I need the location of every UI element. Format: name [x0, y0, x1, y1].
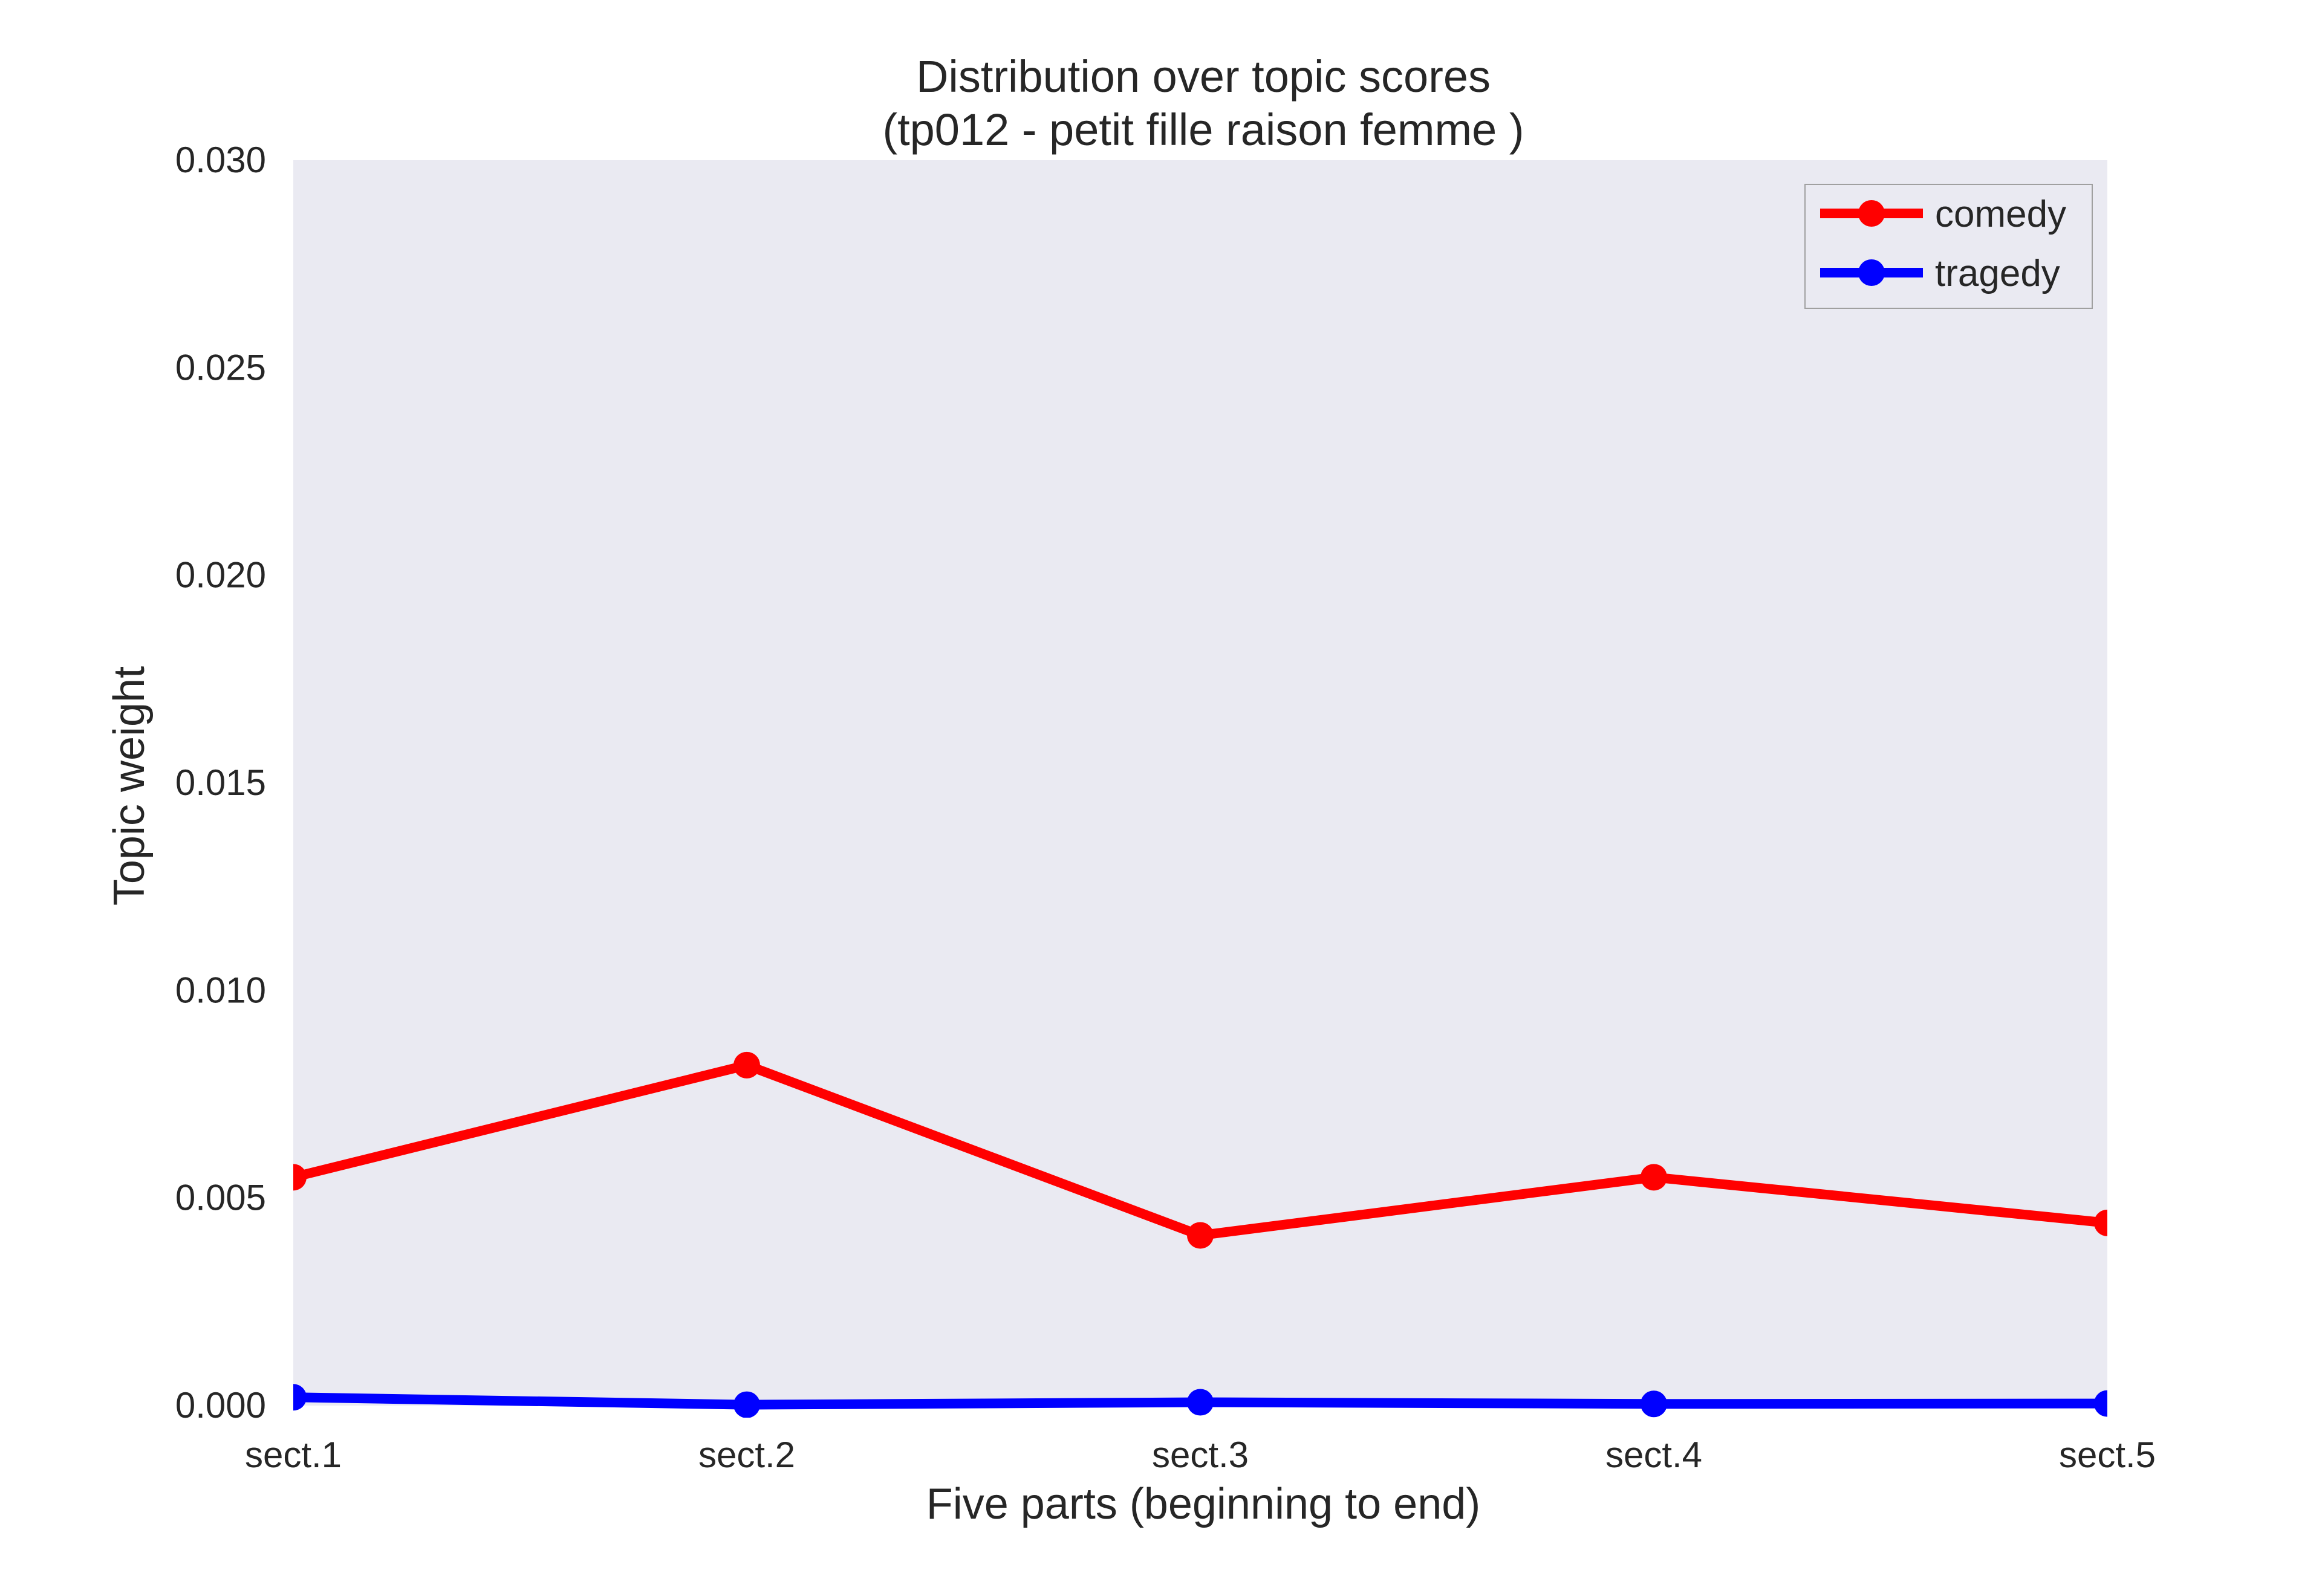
chart-subtitle: (tp012 - petit fille raison femme ) [882, 105, 1524, 155]
x-tick-label: sect.5 [2059, 1435, 2156, 1475]
x-axis-ticks: sect.1 sect.2 sect.3 sect.4 sect.5 [245, 1435, 2156, 1475]
x-tick-label: sect.4 [1605, 1435, 1702, 1475]
series-layer [293, 1051, 2107, 1418]
y-tick-label: 0.015 [175, 762, 266, 803]
x-tick-label: sect.1 [245, 1435, 342, 1475]
data-point-tragedy [293, 1384, 307, 1411]
y-tick-label: 0.005 [175, 1178, 266, 1218]
legend: comedy tragedy [1804, 184, 2093, 309]
data-point-comedy [293, 1164, 307, 1191]
x-tick-label: sect.3 [1152, 1435, 1249, 1475]
legend-label: comedy [1935, 193, 2066, 235]
y-tick-label: 0.000 [175, 1385, 266, 1426]
series-tragedy [293, 1384, 2107, 1418]
legend-marker [1858, 259, 1885, 286]
data-point-tragedy [1187, 1389, 1214, 1416]
x-tick-label: sect.2 [698, 1435, 795, 1475]
legend-item-comedy: comedy [1820, 193, 2066, 235]
y-tick-label: 0.025 [175, 347, 266, 388]
y-tick-label: 0.030 [175, 140, 266, 180]
plot-area [293, 160, 2107, 1406]
data-point-comedy [1187, 1222, 1214, 1249]
legend-label: tragedy [1935, 253, 2060, 294]
data-point-tragedy [2094, 1390, 2107, 1417]
data-point-tragedy [1641, 1390, 1667, 1418]
chart-title: Distribution over topic scores [916, 51, 1491, 102]
y-axis-label: Topic weight [105, 666, 154, 906]
legend-marker [1858, 200, 1885, 227]
data-point-tragedy [733, 1391, 760, 1418]
legend-item-tragedy: tragedy [1820, 253, 2060, 294]
data-point-comedy [2094, 1209, 2107, 1236]
data-point-comedy [1641, 1164, 1667, 1191]
x-axis-label: Five parts (beginning to end) [926, 1480, 1481, 1528]
y-tick-label: 0.010 [175, 970, 266, 1010]
series-comedy [293, 1051, 2107, 1249]
data-point-comedy [733, 1051, 760, 1079]
legend-box [1804, 184, 2093, 309]
y-tick-label: 0.020 [175, 555, 266, 595]
y-axis-ticks: 0.000 0.005 0.010 0.015 0.020 0.025 0.030 [175, 140, 266, 1426]
